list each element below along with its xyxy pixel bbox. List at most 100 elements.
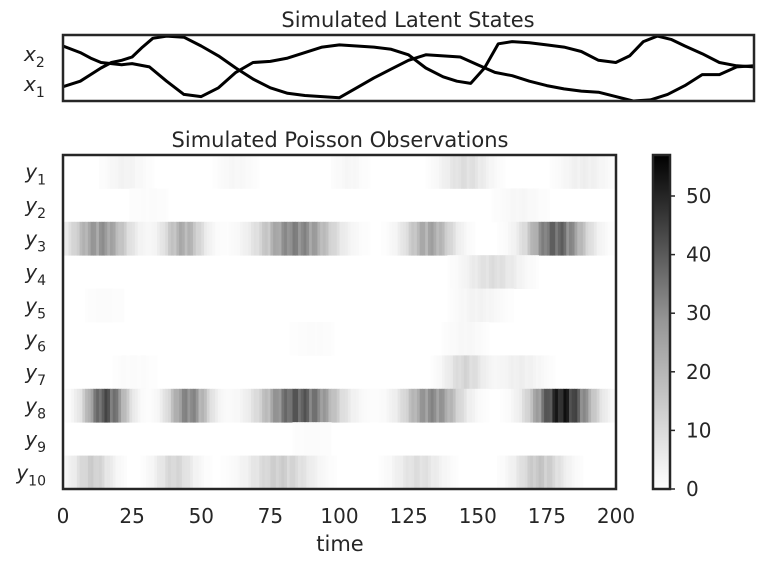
heatmap-cell bbox=[521, 355, 526, 390]
heatmap-cell bbox=[510, 221, 515, 256]
latent-series-lines bbox=[63, 35, 754, 101]
heatmap-cell bbox=[508, 221, 512, 256]
heatmap-cell bbox=[455, 255, 459, 289]
heatmap-cell bbox=[267, 221, 271, 256]
heatmap-cell bbox=[472, 221, 476, 256]
heatmap-cell bbox=[190, 455, 194, 489]
heatmap-cell bbox=[433, 355, 437, 390]
heatmap-cell bbox=[538, 388, 542, 423]
heatmap-cell bbox=[613, 155, 616, 189]
heatmap-cell bbox=[477, 255, 481, 289]
heatmap-cell bbox=[361, 221, 365, 256]
heatmap-cell bbox=[386, 388, 390, 423]
heatmap-cell bbox=[320, 388, 324, 423]
heatmap-cell bbox=[356, 388, 360, 423]
heatmap-cell bbox=[154, 221, 158, 256]
heatmap-xtick-label: 25 bbox=[119, 504, 144, 528]
heatmap-cell bbox=[455, 322, 459, 356]
heatmap-cell bbox=[425, 388, 429, 423]
latent-ytick-label: x1 bbox=[23, 72, 45, 101]
heatmap-cell bbox=[68, 455, 72, 489]
latent-ytick-label: x2 bbox=[23, 42, 45, 71]
heatmap-cell bbox=[441, 322, 445, 356]
heatmap-cell bbox=[317, 422, 321, 456]
heatmap-cell bbox=[93, 221, 97, 256]
heatmap-cell bbox=[530, 221, 534, 256]
heatmap-cell bbox=[452, 355, 457, 390]
heatmap-cell bbox=[367, 221, 371, 256]
heatmap-cell bbox=[427, 155, 432, 189]
heatmap-cell bbox=[154, 355, 158, 390]
heatmap-cell bbox=[552, 388, 556, 423]
heatmap-cell bbox=[198, 221, 202, 256]
heatmap-cell bbox=[580, 221, 584, 256]
heatmap-cell bbox=[411, 455, 415, 489]
heatmap-cell bbox=[394, 388, 398, 423]
heatmap-cell bbox=[530, 188, 534, 223]
heatmap-cell bbox=[226, 155, 230, 189]
heatmap-cell bbox=[140, 455, 144, 489]
heatmap-cell bbox=[187, 455, 191, 489]
heatmap-cell bbox=[251, 455, 255, 489]
heatmap-cell bbox=[226, 221, 230, 256]
heatmap-cell bbox=[535, 221, 539, 256]
heatmap-cell bbox=[405, 455, 410, 489]
heatmap-cell bbox=[140, 188, 144, 223]
heatmap-cell bbox=[65, 455, 69, 489]
heatmap-cell bbox=[535, 188, 539, 223]
heatmap-cell bbox=[311, 422, 316, 456]
heatmap-cell bbox=[98, 288, 103, 323]
heatmap-cell bbox=[408, 388, 412, 423]
heatmap-cell bbox=[320, 221, 324, 256]
heatmap-cell bbox=[433, 388, 437, 423]
heatmap-cell bbox=[541, 455, 545, 489]
heatmap-cell bbox=[132, 155, 136, 189]
heatmap-cell bbox=[220, 221, 224, 256]
heatmap-cell bbox=[353, 221, 357, 256]
heatmap-cell bbox=[502, 355, 506, 390]
heatmap-cell bbox=[386, 455, 390, 489]
heatmap-cell bbox=[220, 455, 224, 489]
heatmap-cell bbox=[98, 155, 103, 189]
heatmap-cell bbox=[596, 221, 600, 256]
heatmap-cell bbox=[392, 221, 396, 256]
heatmap-cell bbox=[499, 455, 504, 489]
heatmap-cell bbox=[292, 322, 296, 356]
heatmap-cell bbox=[251, 221, 255, 256]
heatmap-cell bbox=[519, 355, 523, 390]
heatmap-cell bbox=[569, 388, 573, 423]
heatmap-cell bbox=[494, 355, 498, 390]
heatmap-cell bbox=[275, 221, 280, 256]
heatmap-cell bbox=[300, 221, 304, 256]
heatmap-cell bbox=[347, 388, 351, 423]
heatmap-cell bbox=[112, 288, 116, 323]
heatmap-cell bbox=[220, 155, 224, 189]
heatmap-cell bbox=[422, 388, 426, 423]
heatmap-cell bbox=[527, 355, 531, 390]
heatmap-cell bbox=[494, 155, 498, 189]
heatmap-cell bbox=[110, 288, 114, 323]
heatmap-cell bbox=[480, 288, 484, 323]
heatmap-cell bbox=[549, 221, 553, 256]
heatmap-cell bbox=[364, 388, 368, 423]
heatmap-cell bbox=[115, 221, 119, 256]
heatmap-cell bbox=[593, 155, 598, 189]
heatmap-cell bbox=[422, 221, 426, 256]
heatmap-cell bbox=[602, 388, 606, 423]
heatmap-cell bbox=[527, 455, 531, 489]
heatmap-cell bbox=[212, 221, 216, 256]
heatmap-cell bbox=[577, 221, 581, 256]
heatmap-cell bbox=[577, 455, 581, 489]
heatmap-cell bbox=[599, 388, 603, 423]
heatmap-cell bbox=[560, 455, 564, 489]
heatmap-cell bbox=[331, 455, 335, 489]
heatmap-cell bbox=[262, 388, 266, 423]
heatmap-cell bbox=[560, 388, 564, 423]
heatmap-cell bbox=[414, 455, 418, 489]
heatmap-cell bbox=[239, 155, 244, 189]
heatmap-cell bbox=[480, 322, 484, 356]
heatmap-cell bbox=[610, 221, 614, 256]
heatmap-cell bbox=[289, 322, 293, 356]
heatmap-cell bbox=[400, 221, 404, 256]
heatmap-cell bbox=[165, 455, 169, 489]
